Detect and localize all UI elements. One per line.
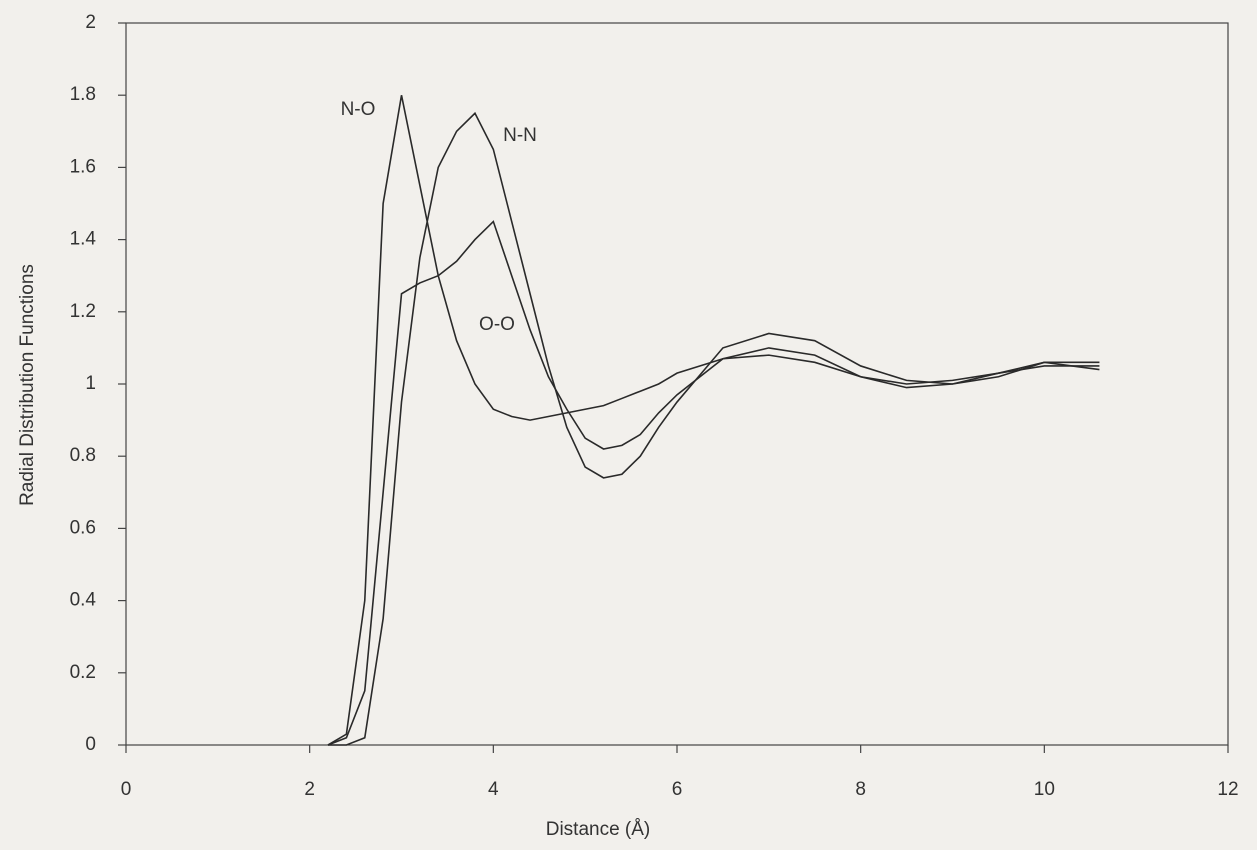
x-tick-label: 10 — [1034, 779, 1055, 800]
series-line — [328, 111, 1100, 746]
y-tick-label: 1.2 — [70, 301, 96, 322]
y-tick-label: 1.8 — [70, 84, 96, 105]
series-line — [327, 95, 1100, 746]
y-tick-label: 0.4 — [70, 590, 97, 611]
y-tick-label: 1.6 — [70, 156, 96, 177]
y-axis-title: Radial Distribution Functions — [17, 264, 38, 506]
x-tick-label: 12 — [1217, 779, 1238, 800]
x-tick-label: 2 — [304, 779, 315, 800]
series-label: N-N — [503, 125, 537, 146]
x-tick-label: 6 — [672, 779, 683, 800]
y-tick-label: 0 — [85, 734, 96, 755]
series-line — [327, 220, 1100, 746]
x-tick-label: 0 — [121, 779, 132, 800]
x-tick-label: 4 — [488, 779, 499, 800]
series-label: N-O — [341, 99, 376, 120]
y-tick-label: 1.4 — [70, 229, 97, 250]
plot-frame — [125, 22, 1229, 746]
series-label: O-O — [479, 314, 515, 335]
x-axis-title: Distance (Å) — [546, 819, 651, 840]
y-tick-label: 0.6 — [70, 517, 96, 538]
y-tick-label: 0.2 — [70, 662, 96, 683]
y-tick-label: 1 — [85, 373, 96, 394]
y-tick-label: 2 — [85, 12, 96, 33]
y-tick-label: 0.8 — [70, 445, 96, 466]
x-tick-label: 8 — [855, 779, 866, 800]
